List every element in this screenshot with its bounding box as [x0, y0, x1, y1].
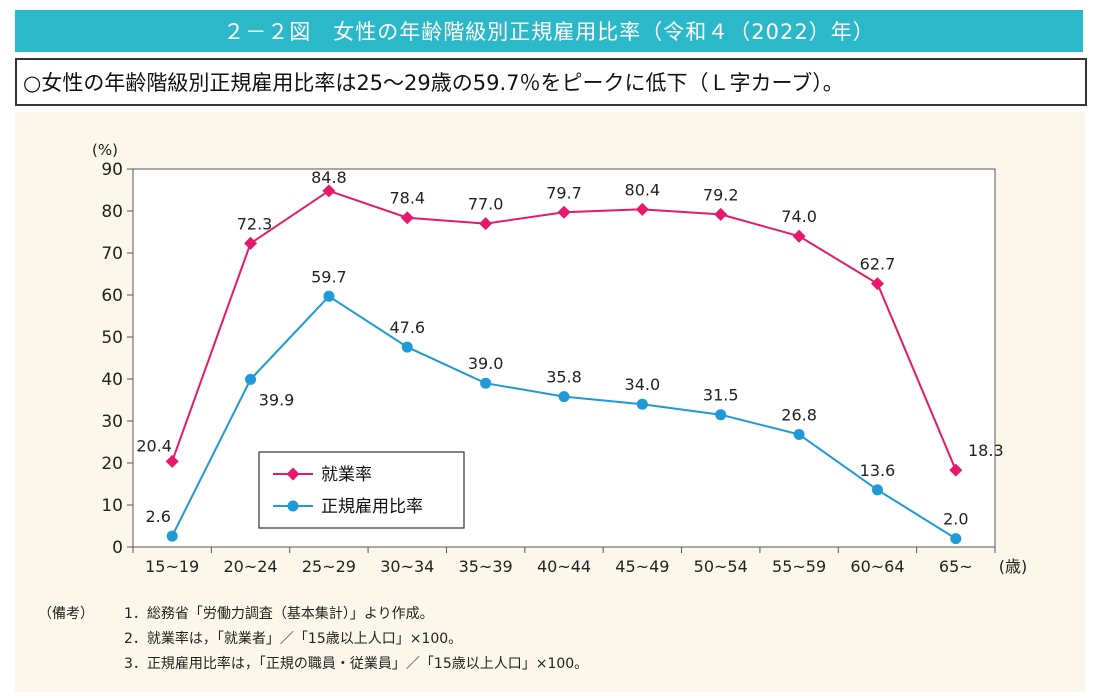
data-point-diamond [949, 463, 963, 477]
data-label: 39.9 [259, 390, 295, 409]
y-tick-label: 60 [101, 286, 123, 306]
x-tick-label: 55~59 [772, 557, 826, 576]
data-label: 47.6 [389, 318, 425, 337]
y-axis-unit: (%) [92, 141, 118, 159]
chart-panel: 0 10 20 30 40 50 60 70 80 90 (%) 15~19 20~24 25~29 30~… [15, 112, 1085, 692]
data-label: 59.7 [311, 267, 347, 286]
data-point-diamond [322, 184, 336, 198]
data-label: 77.0 [468, 195, 504, 214]
y-tick-label: 70 [101, 244, 123, 264]
data-label: 79.2 [703, 185, 739, 204]
y-tick-label: 40 [101, 370, 123, 390]
data-point-circle [793, 428, 805, 440]
data-label: 62.7 [860, 255, 896, 274]
data-point-circle [636, 398, 648, 410]
data-point-diamond [400, 211, 414, 225]
data-point-diamond [244, 236, 258, 250]
data-label: 80.4 [625, 180, 661, 199]
line-chart: 0 10 20 30 40 50 60 70 80 90(%) 15~19 20~24 25~29 30~… [92, 141, 1028, 576]
data-point-circle [323, 290, 335, 302]
y-tick-label: 20 [101, 454, 123, 474]
data-label: 84.8 [311, 168, 347, 187]
legend-box [258, 451, 465, 529]
x-tick-label: 50~54 [694, 557, 748, 576]
notes-heading: （備考） [38, 606, 94, 622]
legend-label: 就業率 [321, 465, 372, 485]
data-label: 2.0 [943, 510, 968, 529]
y-tick-label: 0 [112, 538, 123, 558]
data-label: 26.8 [781, 405, 817, 424]
y-tick-label: 80 [101, 202, 123, 222]
x-tick-label: 65~ [939, 557, 973, 576]
figure-title: ２－２図 女性の年齢階級別正規雇用比率（令和４（2022）年） [15, 10, 1083, 52]
y-tick-label: 30 [101, 412, 123, 432]
data-label: 74.0 [781, 207, 817, 226]
data-point-diamond [165, 454, 179, 468]
x-tick-label: 30~34 [380, 557, 434, 576]
legend-label: 正規雇用比率 [321, 497, 423, 517]
data-point-circle [480, 377, 492, 389]
summary-box: ○女性の年齢階級別正規雇用比率は25～29歳の59.7％をピークに低下（Ｌ字カー… [15, 58, 1087, 106]
data-point-circle [401, 341, 413, 353]
data-label: 72.3 [237, 214, 273, 233]
x-axis-unit: (歳) [999, 557, 1028, 576]
x-tick-label: 35~39 [459, 557, 513, 576]
note-item-1: 1．総務省「労働力調査（基本集計）」より作成。 [124, 606, 434, 622]
data-label: 79.7 [546, 183, 582, 202]
data-label: 78.4 [389, 189, 425, 208]
data-point-circle [245, 373, 257, 385]
data-label: 13.6 [860, 461, 896, 480]
x-tick-label: 40~44 [537, 557, 591, 576]
data-label: 20.4 [136, 436, 172, 455]
summary-text: ○女性の年齢階級別正規雇用比率は25～29歳の59.7％をピークに低下（Ｌ字カー… [23, 71, 844, 95]
data-point-diamond [557, 205, 571, 219]
legend-marker-diamond [286, 467, 300, 481]
data-label: 18.3 [968, 441, 1004, 460]
data-label: 35.8 [546, 368, 582, 387]
note-item-3: 3．正規雇用比率は，「正規の職員・従業員」／「15歳以上人口」×100。 [124, 656, 589, 672]
data-point-circle [166, 530, 178, 542]
data-point-diamond [479, 217, 493, 231]
x-tick-label: 15~19 [145, 557, 199, 576]
x-tick-label: 25~29 [302, 557, 356, 576]
data-point-diamond [714, 207, 728, 221]
data-point-circle [715, 409, 727, 421]
x-tick-label: 60~64 [850, 557, 904, 576]
x-tick-label: 45~49 [615, 557, 669, 576]
data-point-circle [871, 484, 883, 496]
data-label: 2.6 [145, 507, 170, 526]
data-label: 34.0 [625, 375, 661, 394]
data-point-circle [558, 391, 570, 403]
y-tick-label: 90 [101, 160, 123, 180]
data-label: 39.0 [468, 354, 504, 373]
notes: （備考） 1．総務省「労働力調査（基本集計）」より作成。 2．就業率は，「就業者」… [38, 602, 588, 677]
data-point-diamond [870, 277, 884, 291]
y-tick-label: 10 [101, 496, 123, 516]
y-tick-label: 50 [101, 328, 123, 348]
legend-marker-circle [287, 500, 299, 512]
note-item-2: 2．就業率は，「就業者」／「15歳以上人口」×100。 [124, 631, 463, 647]
data-label: 31.5 [703, 386, 739, 405]
data-point-circle [950, 533, 962, 545]
data-point-diamond [792, 229, 806, 243]
x-tick-label: 20~24 [223, 557, 277, 576]
data-point-diamond [635, 202, 649, 216]
